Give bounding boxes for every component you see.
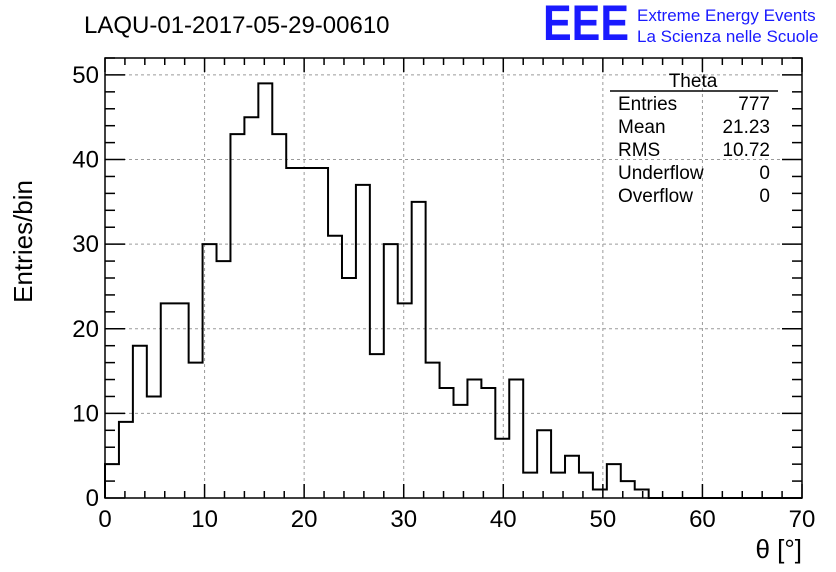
logo-line-2: La Scienza nelle Scuole <box>637 27 818 46</box>
histogram-bin <box>133 346 147 498</box>
stats-row-label: Mean <box>618 117 666 138</box>
x-tick-label: 70 <box>789 506 816 533</box>
stats-row-value: 777 <box>738 94 770 115</box>
y-axis-title: Entries/bin <box>8 180 38 303</box>
axis-ticks <box>104 57 803 499</box>
y-tick-label: 10 <box>72 400 99 427</box>
y-tick-label: 20 <box>72 316 99 343</box>
histogram-bin <box>328 236 342 498</box>
y-tick-label: 0 <box>86 485 99 512</box>
histogram-bin <box>607 464 621 498</box>
x-tick-label: 40 <box>490 506 517 533</box>
histogram-bin <box>342 278 356 498</box>
x-axis-title: θ [°] <box>755 534 802 564</box>
histogram-bin <box>286 168 300 498</box>
histogram-bin <box>537 430 551 498</box>
stats-row-label: Entries <box>618 94 677 115</box>
x-tick-label: 10 <box>191 506 218 533</box>
y-tick-label: 50 <box>72 62 99 89</box>
histogram-bin <box>175 303 189 498</box>
stats-row-label: Underflow <box>618 163 704 184</box>
histogram-bin <box>314 168 328 498</box>
stats-row-label: RMS <box>618 140 660 161</box>
histogram-bin <box>467 380 481 498</box>
plot-frame <box>104 57 803 499</box>
y-tick-labels: 0 10 20 30 40 50 <box>72 62 99 512</box>
histogram-bin <box>509 380 523 498</box>
histogram-bin <box>565 456 579 498</box>
stats-row-value: 0 <box>759 163 770 184</box>
x-tick-label: 20 <box>291 506 318 533</box>
run-title: LAQU-01-2017-05-29-00610 <box>84 12 390 39</box>
histogram-bin <box>440 388 454 498</box>
stats-title: Theta <box>669 71 718 92</box>
stats-rows: Entries 777 Mean 21.23 RMS 10.72 Underflow 0 Ove… <box>618 94 770 207</box>
x-tick-label: 30 <box>390 506 417 533</box>
stats-row-label: Overflow <box>618 186 693 207</box>
histogram-bin <box>635 490 649 498</box>
x-tick-label: 0 <box>98 506 111 533</box>
histogram-bin <box>119 422 133 498</box>
histogram-bin <box>481 388 495 498</box>
logo-mark: EEE <box>543 0 629 51</box>
histogram-bin <box>161 303 175 498</box>
histogram-bin <box>523 473 537 498</box>
stats-row-value: 0 <box>759 186 770 207</box>
eee-logo: EEE Extreme Energy Events La Scienza nel… <box>543 0 818 51</box>
histogram-bin <box>272 134 286 498</box>
x-tick-label: 50 <box>590 506 617 533</box>
histogram-bin <box>495 439 509 498</box>
histogram-bin <box>426 363 440 498</box>
x-tick-label: 60 <box>689 506 716 533</box>
histogram-outline <box>104 82 802 499</box>
histogram-bin <box>230 134 244 498</box>
histogram-bin <box>593 490 607 498</box>
grid <box>105 58 802 498</box>
histogram-bins <box>105 83 649 498</box>
x-tick-labels: 0 10 20 30 40 50 60 70 <box>98 506 815 533</box>
histogram-bin <box>454 405 468 498</box>
histogram-bin <box>300 168 314 498</box>
stats-box: Theta Entries 777 Mean 21.23 RMS 10.72 Underfl… <box>610 71 778 207</box>
histogram-bin <box>398 303 412 498</box>
histogram-bin <box>189 363 203 498</box>
histogram-bin <box>244 117 258 498</box>
histogram-bin <box>217 261 231 498</box>
stats-row-value: 21.23 <box>722 117 770 138</box>
histogram-bin <box>579 473 593 498</box>
y-tick-label: 30 <box>72 231 99 258</box>
y-tick-label: 40 <box>72 147 99 174</box>
logo-line-1: Extreme Energy Events <box>637 6 816 25</box>
histogram-bin <box>384 244 398 498</box>
histogram-bin <box>412 202 426 498</box>
stats-row-value: 10.72 <box>722 140 770 161</box>
histogram-bin <box>370 354 384 498</box>
histogram-bin <box>258 83 272 498</box>
histogram-bin <box>147 396 161 498</box>
histogram-bin <box>356 185 370 498</box>
